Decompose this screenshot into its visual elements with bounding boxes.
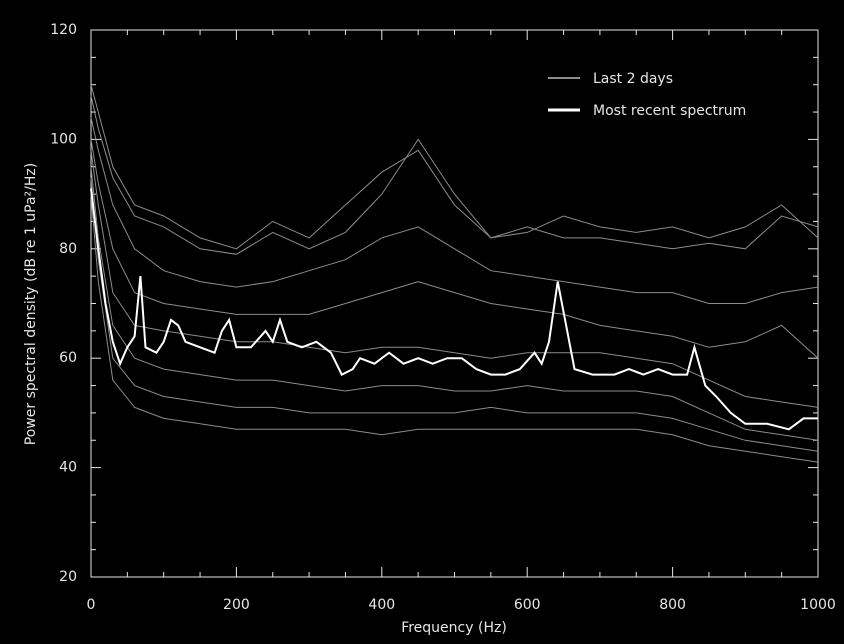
recent-spectrum-line (90, 188, 818, 431)
x-tick-label: 400 (368, 597, 395, 613)
y-axis-label: Power spectral density (dB re 1 uPa²/Hz) (23, 163, 39, 445)
spectrum-line (90, 84, 819, 250)
spectrum-line (90, 166, 819, 441)
y-tick-label: 60 (59, 350, 77, 366)
y-tick-label: 20 (59, 569, 77, 585)
x-tick-label: 800 (659, 597, 686, 613)
spectrum-line (90, 139, 819, 359)
spectrum-line (90, 177, 819, 452)
spectrum-line (90, 150, 819, 408)
x-tick-label: 0 (87, 597, 96, 613)
spectrum-line (90, 117, 819, 304)
legend-label: Most recent spectrum (593, 103, 746, 119)
y-tick-label: 80 (59, 241, 77, 257)
x-tick-label: 600 (514, 597, 541, 613)
spectrum-line (90, 194, 819, 463)
y-tick-label: 100 (50, 131, 77, 147)
spectrum-line (90, 95, 819, 255)
x-axis-label: Frequency (Hz) (401, 620, 507, 636)
x-tick-label: 1000 (800, 597, 836, 613)
legend-label: Last 2 days (593, 71, 673, 87)
y-tick-label: 120 (50, 22, 77, 38)
y-tick-label: 40 (59, 460, 77, 476)
x-tick-label: 200 (223, 597, 250, 613)
